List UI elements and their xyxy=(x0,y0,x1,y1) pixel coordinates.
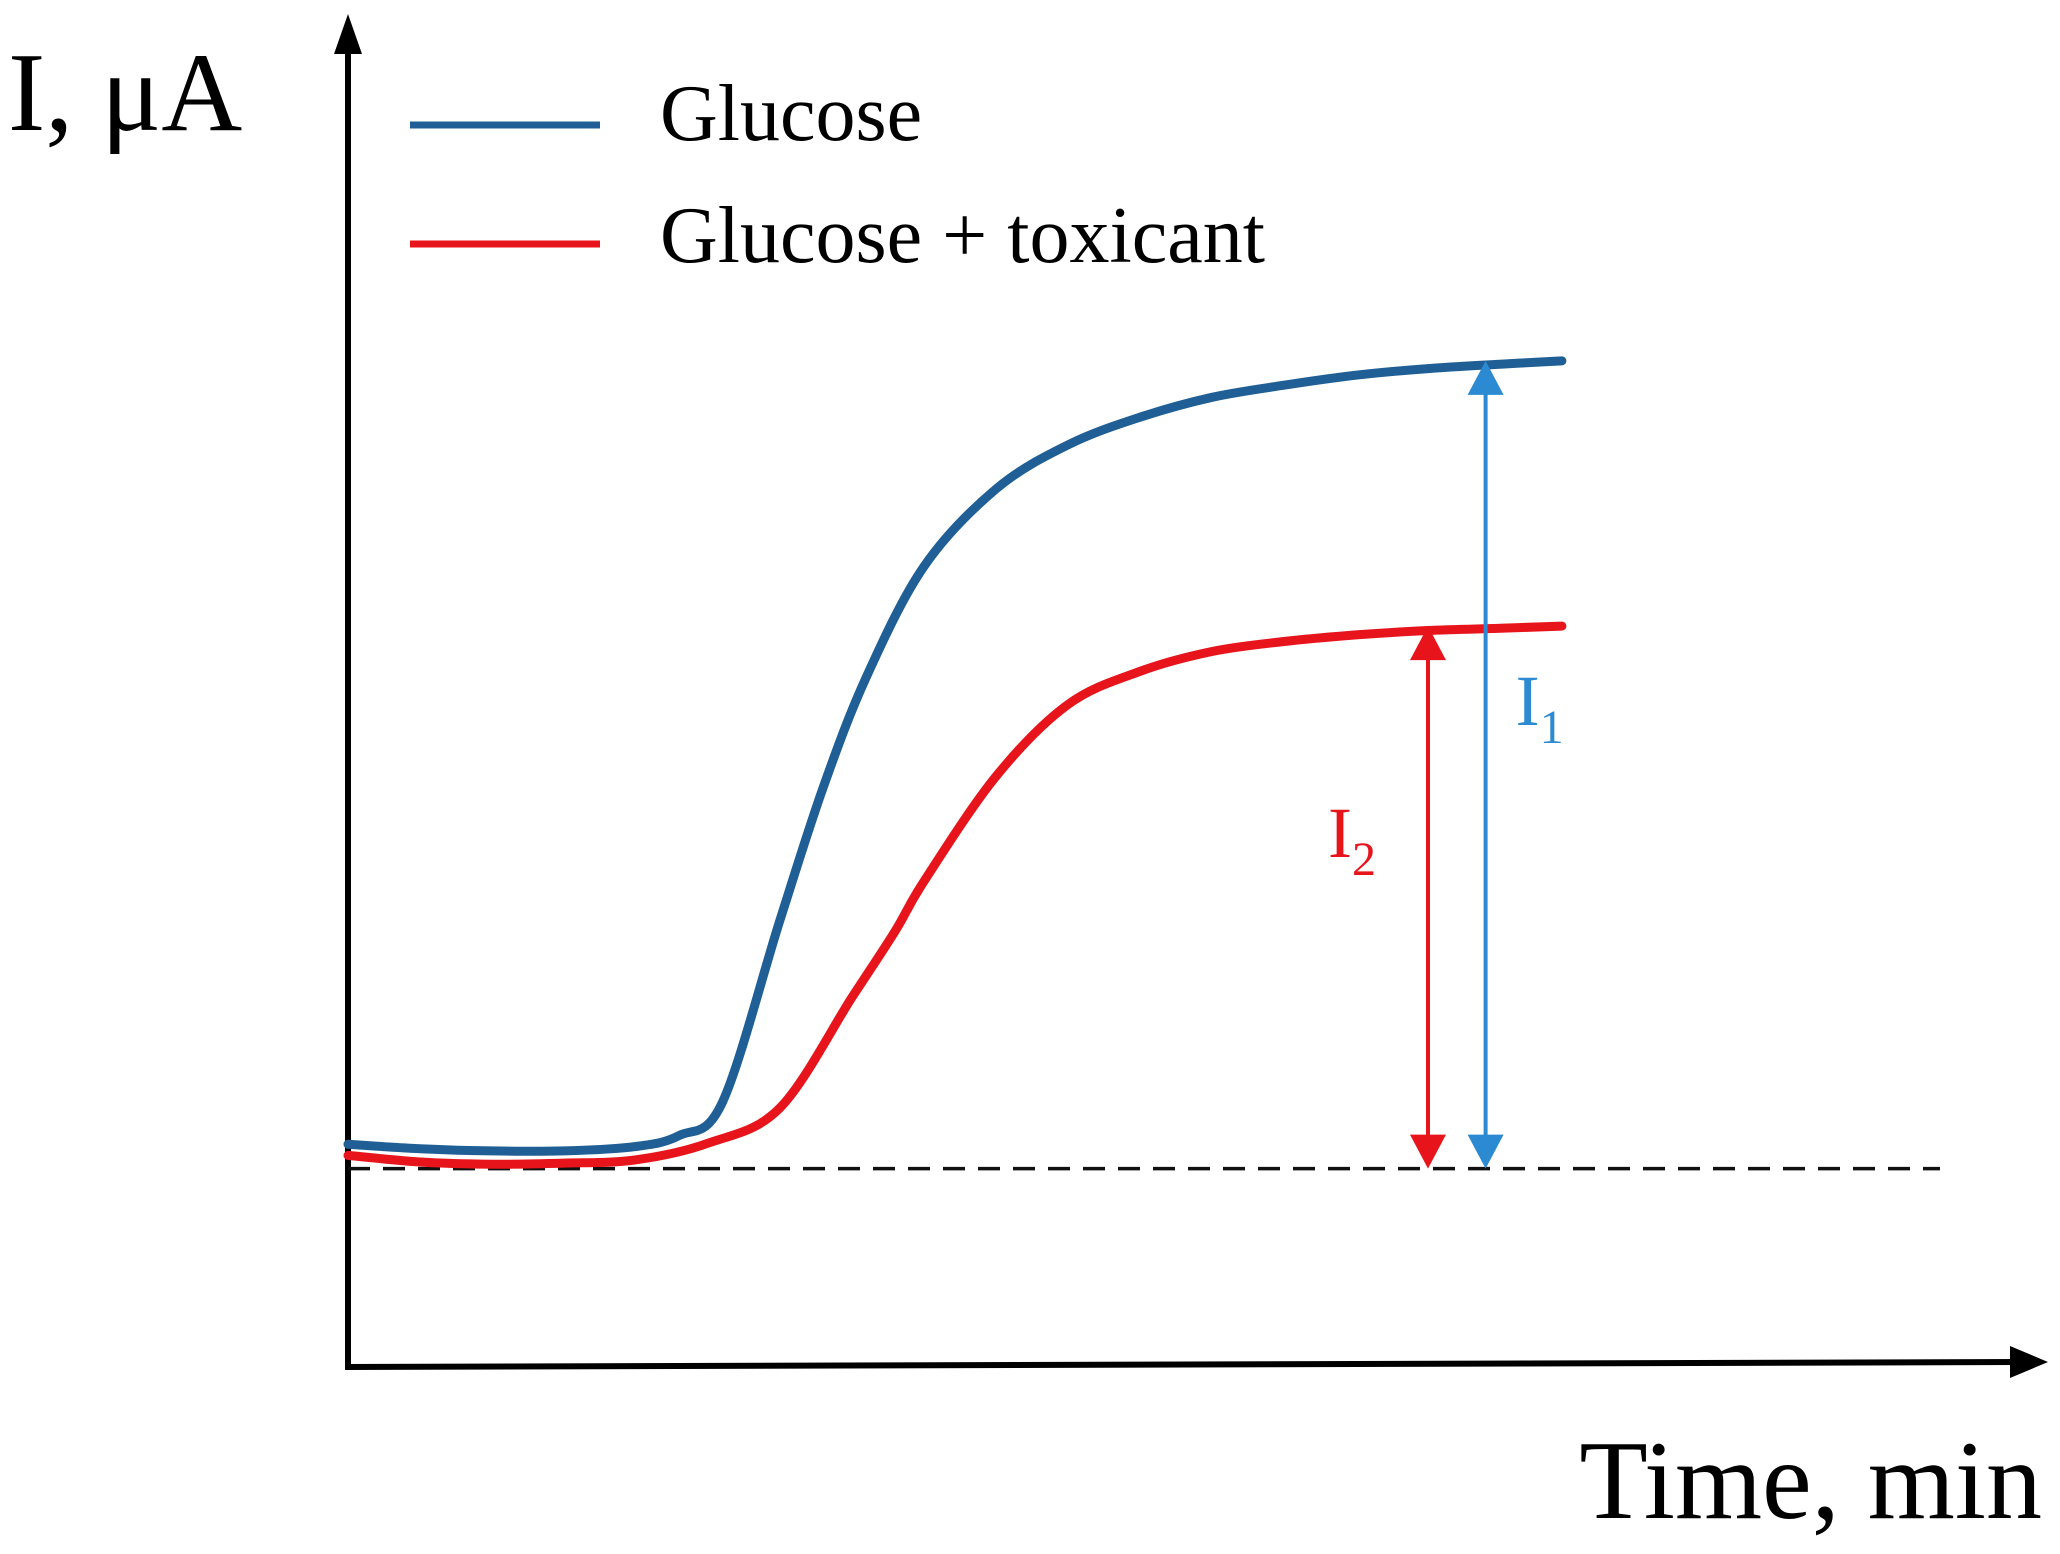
annotation-I2: I2 xyxy=(1328,626,1446,1169)
legend-label-glucose-toxicant: Glucose + toxicant xyxy=(660,192,1265,280)
y-axis-label: I, μA xyxy=(8,31,242,155)
annotation-I1-arrowhead-top xyxy=(1467,360,1504,395)
x-axis-arrow xyxy=(2010,1346,2048,1378)
annotation-I2-arrowhead-bottom xyxy=(1410,1134,1446,1169)
annotation-I1-label-base: I xyxy=(1516,661,1540,741)
annotation-I2-arrowhead-top xyxy=(1410,626,1446,661)
x-axis-label: Time, min xyxy=(1579,1419,2042,1543)
annotation-I2-label-base: I xyxy=(1328,793,1352,873)
legend: Glucose Glucose + toxicant xyxy=(410,70,1265,280)
annotation-I1-label-sub: 1 xyxy=(1540,701,1564,754)
annotation-I1-label: I1 xyxy=(1516,661,1564,754)
y-axis-arrow xyxy=(334,14,362,54)
legend-label-glucose: Glucose xyxy=(660,70,922,158)
series-line-glucose-toxicant xyxy=(343,621,1567,1169)
annotation-I1: I1 xyxy=(1467,360,1564,1169)
annotation-I2-label-sub: 2 xyxy=(1352,833,1376,886)
series-line-glucose xyxy=(343,356,1567,1156)
annotation-I2-label: I2 xyxy=(1328,793,1376,886)
annotation-I1-arrowhead-bottom xyxy=(1467,1134,1504,1169)
x-axis xyxy=(344,1359,2019,1370)
